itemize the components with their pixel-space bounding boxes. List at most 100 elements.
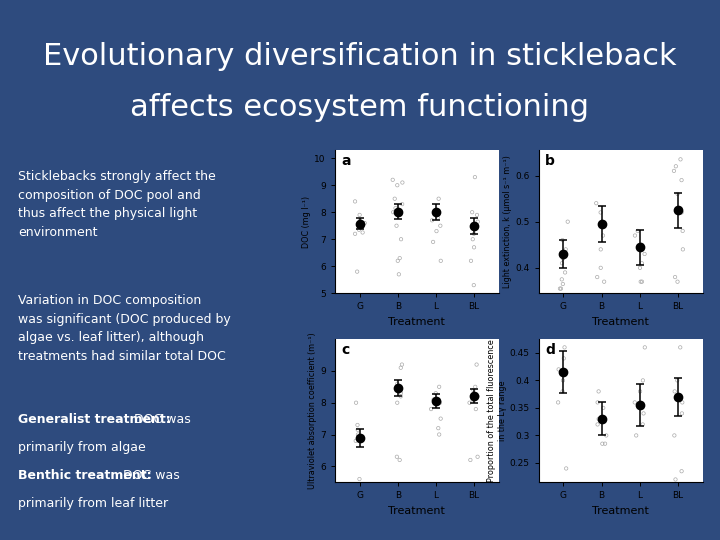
Point <box>558 354 570 363</box>
Point <box>598 278 610 286</box>
Point <box>677 398 688 407</box>
Point <box>467 395 478 404</box>
Point <box>392 256 403 265</box>
Point <box>354 226 365 234</box>
Point <box>557 280 569 288</box>
Point <box>556 275 567 284</box>
X-axis label: Treatment: Treatment <box>593 506 649 516</box>
Point <box>629 398 641 407</box>
Y-axis label: Proportion of the total fluorescence
in the Lγ range: Proportion of the total fluorescence in … <box>487 339 507 482</box>
Point <box>395 235 407 244</box>
Text: DOC was: DOC was <box>119 469 179 482</box>
Point <box>433 424 444 433</box>
Point <box>669 387 680 396</box>
Point <box>392 379 403 388</box>
Y-axis label: Light extinction, k (µmol s⁻¹ m⁻¹): Light extinction, k (µmol s⁻¹ m⁻¹) <box>503 155 513 288</box>
Point <box>669 431 680 440</box>
Point <box>676 467 688 476</box>
Point <box>592 420 603 429</box>
Point <box>560 245 572 254</box>
Point <box>395 363 407 372</box>
Point <box>431 208 442 217</box>
Point <box>559 343 570 352</box>
Point <box>670 273 681 281</box>
Point <box>590 199 602 207</box>
Point <box>553 365 564 374</box>
Point <box>472 217 484 226</box>
Text: Generalist treatment:: Generalist treatment: <box>18 413 171 426</box>
Point <box>593 387 604 396</box>
Text: affects ecosystem functioning: affects ecosystem functioning <box>130 93 590 123</box>
Point <box>351 267 363 276</box>
Point <box>599 440 611 448</box>
Text: Evolutionary diversification in stickleback: Evolutionary diversification in stickleb… <box>43 42 677 71</box>
Point <box>562 217 573 226</box>
X-axis label: Treatment: Treatment <box>389 506 445 516</box>
Text: DOC was: DOC was <box>130 413 190 426</box>
Text: b: b <box>545 154 555 168</box>
Point <box>359 219 371 227</box>
Point <box>392 399 403 407</box>
Point <box>397 200 408 208</box>
Point <box>636 259 647 267</box>
Point <box>672 190 683 198</box>
Point <box>464 399 475 407</box>
Point <box>676 208 688 217</box>
Point <box>591 273 603 281</box>
Text: primarily from leaf litter: primarily from leaf litter <box>18 497 168 510</box>
Text: a: a <box>341 154 351 168</box>
Point <box>392 181 403 190</box>
Point <box>354 475 365 483</box>
Point <box>471 360 482 369</box>
Point <box>432 213 444 222</box>
Y-axis label: DOC (mg l⁻¹): DOC (mg l⁻¹) <box>302 195 312 248</box>
Point <box>668 166 680 175</box>
Point <box>670 475 681 484</box>
Point <box>433 194 444 203</box>
Point <box>555 284 567 293</box>
Point <box>395 392 407 401</box>
Point <box>597 231 608 240</box>
Point <box>676 176 688 185</box>
Point <box>672 278 683 286</box>
Point <box>393 270 405 279</box>
Point <box>675 343 686 352</box>
Point <box>396 360 408 369</box>
Point <box>433 430 445 439</box>
Point <box>557 259 568 267</box>
Point <box>639 249 650 258</box>
Point <box>350 399 361 407</box>
Point <box>387 208 399 217</box>
Point <box>560 464 572 473</box>
Point <box>435 414 446 423</box>
Point <box>636 278 648 286</box>
Point <box>349 197 361 206</box>
Point <box>387 176 398 184</box>
Point <box>632 227 644 235</box>
Point <box>675 155 686 164</box>
X-axis label: Treatment: Treatment <box>593 317 649 327</box>
Point <box>595 208 606 217</box>
Point <box>426 405 437 414</box>
Point <box>631 431 642 440</box>
Point <box>394 254 405 262</box>
Point <box>600 431 612 440</box>
Point <box>467 235 479 244</box>
Point <box>557 254 569 263</box>
Point <box>464 456 476 464</box>
Point <box>468 243 480 252</box>
Point <box>554 284 566 293</box>
Point <box>428 238 439 246</box>
Point <box>637 376 649 384</box>
Point <box>392 386 404 394</box>
Point <box>634 387 646 396</box>
Text: Sticklebacks strongly affect the
composition of DOC pool and
thus affect the phy: Sticklebacks strongly affect the composi… <box>18 170 216 239</box>
Point <box>356 221 368 230</box>
Point <box>430 389 441 397</box>
Point <box>677 245 688 254</box>
Text: Variation in DOC composition
was significant (DOC produced by
algae vs. leaf lit: Variation in DOC composition was signifi… <box>18 294 230 363</box>
Point <box>469 173 481 181</box>
Point <box>472 453 483 461</box>
Point <box>469 382 481 391</box>
Point <box>467 386 479 394</box>
